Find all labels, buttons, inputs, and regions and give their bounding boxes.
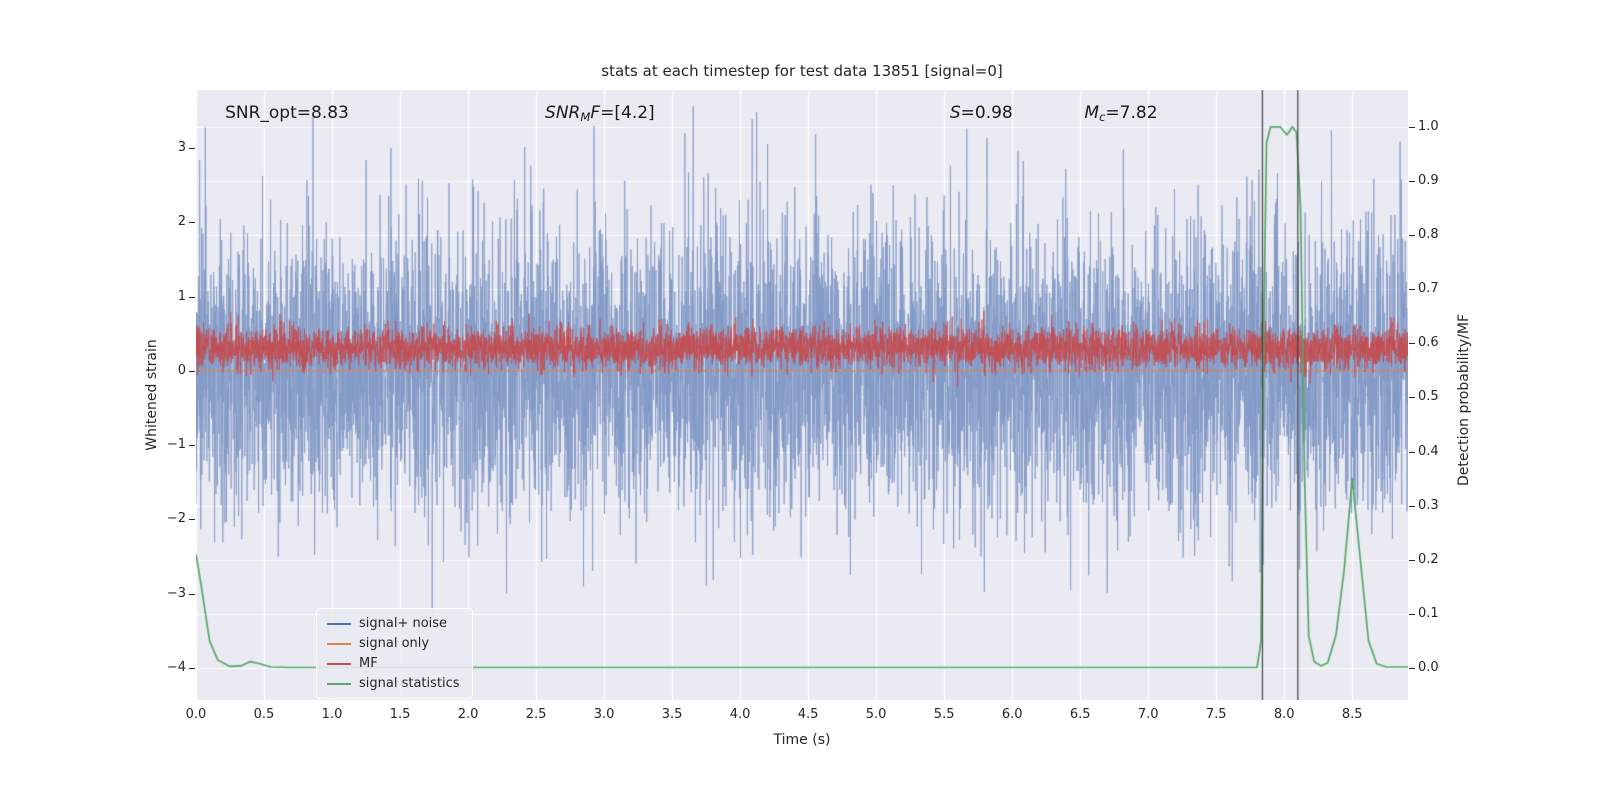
- x-tick-label: 5.5: [933, 707, 955, 722]
- plot-area: signal+ noise signal only MF signal statist…: [196, 90, 1408, 700]
- annotation-snr-opt: SNR_opt=8.83: [225, 103, 349, 123]
- x-tick-label: 8.5: [1341, 707, 1363, 722]
- y-tick-label-right: 0.1: [1418, 605, 1439, 621]
- annotation-text: c: [1099, 110, 1106, 125]
- annotation-text: F: [590, 103, 601, 124]
- x-tick-label: 1.0: [321, 707, 343, 722]
- x-tick-label: 3.5: [661, 707, 683, 722]
- y-tick-label-right: 1.0: [1418, 118, 1439, 134]
- y-tick-mark-left: [189, 222, 195, 224]
- y-tick-mark-right: [1409, 343, 1415, 345]
- y-tick-mark-left: [189, 519, 195, 521]
- y-axis-label-right: Detection probability/MF: [1456, 313, 1472, 487]
- legend-swatch: [327, 642, 351, 645]
- plot-canvas: [196, 90, 1408, 700]
- x-tick-label: 4.5: [797, 707, 819, 722]
- annotation-text: SNR: [545, 103, 581, 124]
- legend-item: MF: [327, 656, 460, 671]
- y-tick-label-right: 0.2: [1418, 551, 1439, 567]
- annotation-s-stat: S=0.98: [950, 103, 1013, 123]
- y-tick-mark-right: [1409, 451, 1415, 453]
- legend-label: signal statistics: [359, 676, 460, 691]
- y-tick-mark-right: [1409, 235, 1415, 237]
- legend-swatch: [327, 622, 351, 625]
- y-tick-mark-right: [1409, 613, 1415, 615]
- y-tick-label-right: 0.6: [1418, 335, 1439, 351]
- y-tick-label-left: 2: [177, 214, 186, 230]
- x-tick-label: 7.0: [1137, 707, 1159, 722]
- y-tick-mark-left: [189, 445, 195, 447]
- y-tick-label-left: −2: [166, 511, 186, 527]
- legend-label: signal+ noise: [359, 616, 448, 631]
- x-tick-label: 2.0: [457, 707, 479, 722]
- y-tick-label-left: 1: [177, 288, 186, 304]
- x-tick-label: 6.0: [1001, 707, 1023, 722]
- y-tick-mark-left: [189, 370, 195, 372]
- y-tick-label-left: −3: [166, 585, 186, 601]
- x-tick-label: 7.5: [1205, 707, 1227, 722]
- legend-label: signal only: [359, 636, 430, 651]
- y-tick-mark-left: [189, 668, 195, 670]
- y-tick-mark-right: [1409, 126, 1415, 128]
- y-tick-mark-left: [189, 296, 195, 298]
- legend: signal+ noise signal only MF signal statist…: [316, 608, 473, 699]
- annotation-text: S: [949, 103, 961, 124]
- y-tick-mark-right: [1409, 289, 1415, 291]
- y-tick-label-right: 0.5: [1418, 389, 1439, 405]
- x-tick-label: 2.5: [525, 707, 547, 722]
- y-tick-mark-right: [1409, 668, 1415, 670]
- y-tick-label-right: 0.7: [1418, 281, 1439, 297]
- y-tick-mark-right: [1409, 505, 1415, 507]
- y-tick-label-right: 0.4: [1418, 443, 1439, 459]
- annotation-text: =0.98: [960, 103, 1013, 124]
- y-tick-label-right: 0.3: [1418, 497, 1439, 513]
- y-tick-mark-right: [1409, 180, 1415, 182]
- annotation-text: SNR_opt=8.83: [225, 103, 349, 124]
- legend-item: signal statistics: [327, 676, 460, 691]
- legend-swatch: [327, 662, 351, 665]
- x-tick-label: 6.5: [1069, 707, 1091, 722]
- x-tick-label: 4.0: [729, 707, 751, 722]
- y-tick-label-left: 0: [177, 362, 186, 378]
- annotation-text: =[4.2]: [600, 103, 655, 124]
- y-tick-mark-left: [189, 593, 195, 595]
- annotation-snr-mf: SNRMF=[4.2]: [545, 103, 655, 127]
- y-tick-mark-right: [1409, 559, 1415, 561]
- x-tick-label: 5.0: [865, 707, 887, 722]
- y-tick-label-right: 0.9: [1418, 172, 1439, 188]
- x-tick-label: 1.5: [389, 707, 411, 722]
- y-tick-mark-left: [189, 147, 195, 149]
- legend-swatch: [327, 682, 351, 685]
- x-tick-label: 0.0: [185, 707, 207, 722]
- legend-item: signal+ noise: [327, 616, 460, 631]
- legend-item: signal only: [327, 636, 460, 651]
- annotation-text: M: [1084, 103, 1100, 124]
- x-axis-label: Time (s): [773, 732, 831, 748]
- annotation-text: M: [580, 110, 591, 125]
- annotation-chirp-mass: Mc=7.82: [1084, 103, 1157, 127]
- y-tick-label-right: 0.0: [1418, 660, 1439, 676]
- y-tick-label-right: 0.8: [1418, 227, 1439, 243]
- x-tick-label: 8.0: [1273, 707, 1295, 722]
- y-tick-label-left: −4: [166, 660, 186, 676]
- y-tick-label-left: −1: [166, 437, 186, 453]
- y-tick-mark-right: [1409, 397, 1415, 399]
- y-tick-label-left: 3: [177, 139, 186, 155]
- x-tick-label: 0.5: [253, 707, 275, 722]
- legend-label: MF: [359, 656, 378, 671]
- chart-title: stats at each timestep for test data 138…: [601, 62, 1003, 80]
- x-tick-label: 3.0: [593, 707, 615, 722]
- y-axis-label-left: Whitened strain: [144, 339, 160, 451]
- annotation-text: =7.82: [1105, 103, 1158, 124]
